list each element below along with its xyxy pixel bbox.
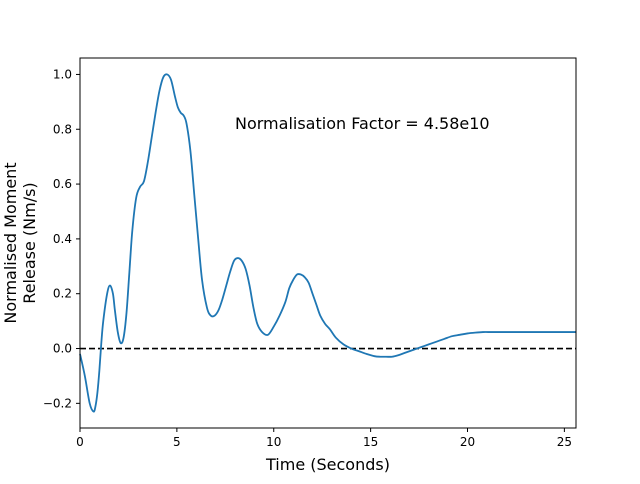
y-tick-label: 0.0 bbox=[53, 342, 72, 356]
y-axis-label: Normalised Moment Release (Nm/s) bbox=[1, 162, 39, 323]
x-tick-label: 15 bbox=[363, 435, 378, 449]
y-axis-label-line-1: Normalised Moment bbox=[1, 162, 20, 323]
x-tick-label: 20 bbox=[460, 435, 475, 449]
x-tick-label: 25 bbox=[557, 435, 572, 449]
y-tick-label: 1.0 bbox=[53, 67, 72, 81]
y-tick-label: −0.2 bbox=[43, 396, 72, 410]
plot-area bbox=[79, 73, 576, 413]
y-tick-label: 0.6 bbox=[53, 177, 72, 191]
series-line-0 bbox=[79, 73, 576, 413]
x-tick-label: 5 bbox=[173, 435, 181, 449]
y-tick-label: 0.4 bbox=[53, 232, 72, 246]
x-tick-label: 0 bbox=[76, 435, 84, 449]
x-tick-label: 10 bbox=[266, 435, 281, 449]
annotation-text: Normalisation Factor = 4.58e10 bbox=[235, 114, 490, 133]
x-axis-label: Time (Seconds) bbox=[265, 455, 390, 474]
axes-frame bbox=[79, 57, 577, 429]
x-axis-ticks: 0 5 10 15 20 25 bbox=[76, 428, 572, 449]
y-tick-label: 0.8 bbox=[53, 122, 72, 136]
y-axis-label-line-2: Release (Nm/s) bbox=[20, 182, 39, 303]
y-tick-label: 0.2 bbox=[53, 287, 72, 301]
y-axis-ticks: −0.2 0.0 0.2 0.4 0.6 0.8 1.0 bbox=[43, 67, 80, 410]
